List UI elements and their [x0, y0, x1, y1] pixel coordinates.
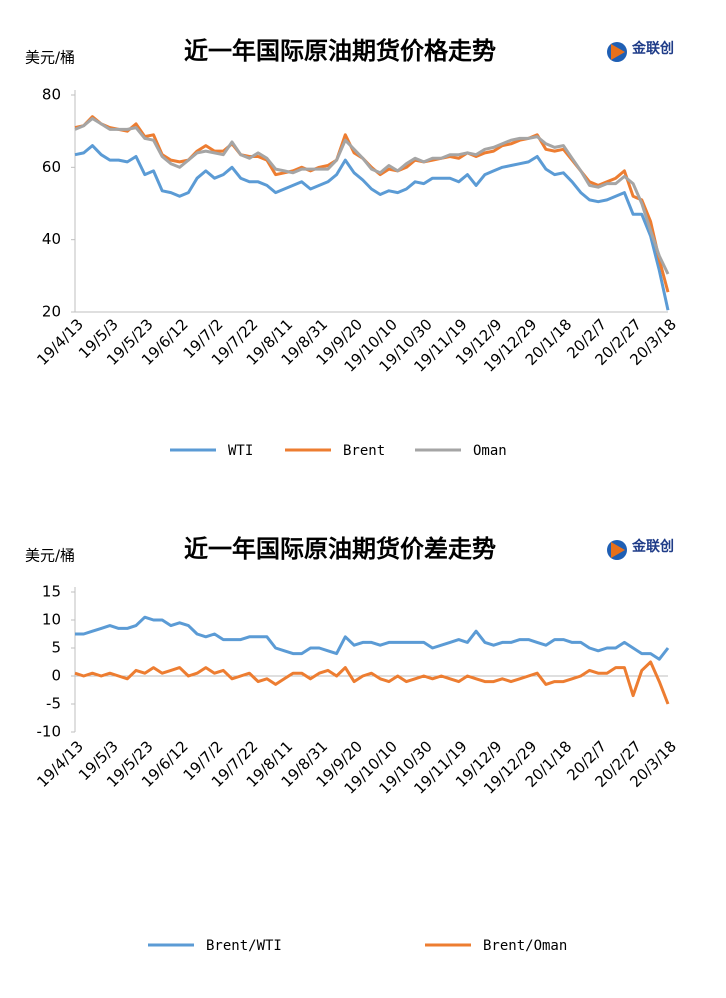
series-line: [75, 615, 670, 661]
y-tick-label: 10: [42, 611, 61, 629]
series-line: [74, 144, 670, 311]
y-tick-label: 80: [42, 86, 61, 104]
y-axis-label: 美元/桶: [25, 49, 75, 67]
x-tick-label: 19/4/13: [33, 737, 87, 791]
y-tick-label: 15: [42, 583, 61, 601]
legend-label: Brent: [343, 443, 385, 459]
logo-icon: [611, 542, 625, 558]
series-line: [74, 115, 670, 293]
x-tick-label: 19/4/13: [33, 315, 87, 369]
chart-title: 近一年国际原油期货价差走势: [184, 535, 496, 563]
series-line: [74, 117, 670, 275]
legend-label: Brent/Oman: [483, 938, 567, 954]
y-axis-label: 美元/桶: [25, 547, 75, 565]
y-tick-label: 5: [51, 639, 61, 657]
y-tick-label: -10: [37, 723, 62, 741]
y-tick-label: 40: [42, 230, 61, 248]
logo-icon: [611, 44, 625, 60]
logo-text: 金联创: [631, 40, 674, 57]
logo-text: 金联创: [631, 538, 674, 555]
y-tick-label: 20: [42, 303, 61, 321]
legend-label: WTI: [228, 443, 253, 459]
legend-label: Brent/WTI: [206, 938, 282, 954]
legend-label: Oman: [473, 443, 507, 459]
y-tick-label: 60: [42, 158, 61, 176]
y-tick-label: -5: [46, 695, 61, 713]
series-line: [74, 660, 670, 705]
y-tick-label: 0: [51, 667, 61, 685]
chart-title: 近一年国际原油期货价格走势: [184, 37, 496, 65]
